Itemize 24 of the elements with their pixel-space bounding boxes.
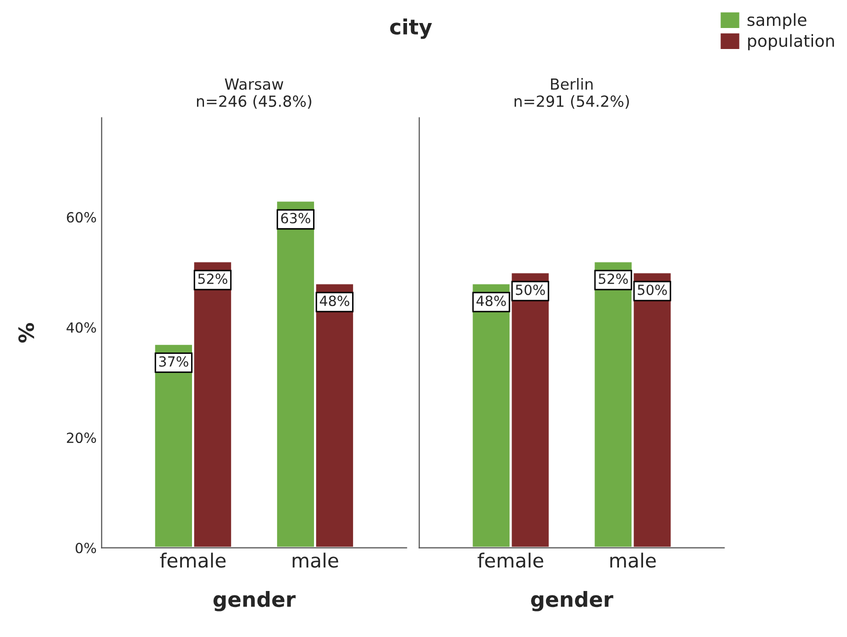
- data-label: 52%: [598, 274, 628, 284]
- chart-title: city: [390, 18, 432, 39]
- x-tick-label: male: [292, 552, 338, 568]
- legend-label: population: [748, 34, 834, 50]
- data-label: 48%: [320, 296, 350, 306]
- data-label: 50%: [638, 284, 667, 296]
- y-tick-label: 20%: [66, 432, 96, 444]
- x-axis-title: gender: [213, 590, 296, 612]
- y-tick-label: 40%: [66, 322, 96, 333]
- data-label: 52%: [198, 274, 228, 284]
- chart-subtitle: Warsaw n=246 (45.8%): [197, 78, 312, 109]
- x-tick-label: female: [478, 552, 544, 568]
- y-tick-label: 60%: [66, 212, 96, 223]
- x-tick-label: female: [160, 552, 226, 568]
- chart-subtitle: Berlin n=291 (54.2%): [514, 78, 629, 109]
- y-axis-title: %: [18, 323, 34, 343]
- data-label: 37%: [159, 356, 188, 367]
- data-label: 63%: [281, 212, 310, 224]
- data-label: 50%: [516, 284, 545, 296]
- x-axis-title: gender: [531, 590, 614, 612]
- y-tick-label: 0%: [76, 542, 96, 554]
- x-tick-label: male: [610, 552, 656, 568]
- legend-label: sample: [748, 13, 806, 30]
- data-label: 48%: [476, 296, 506, 306]
